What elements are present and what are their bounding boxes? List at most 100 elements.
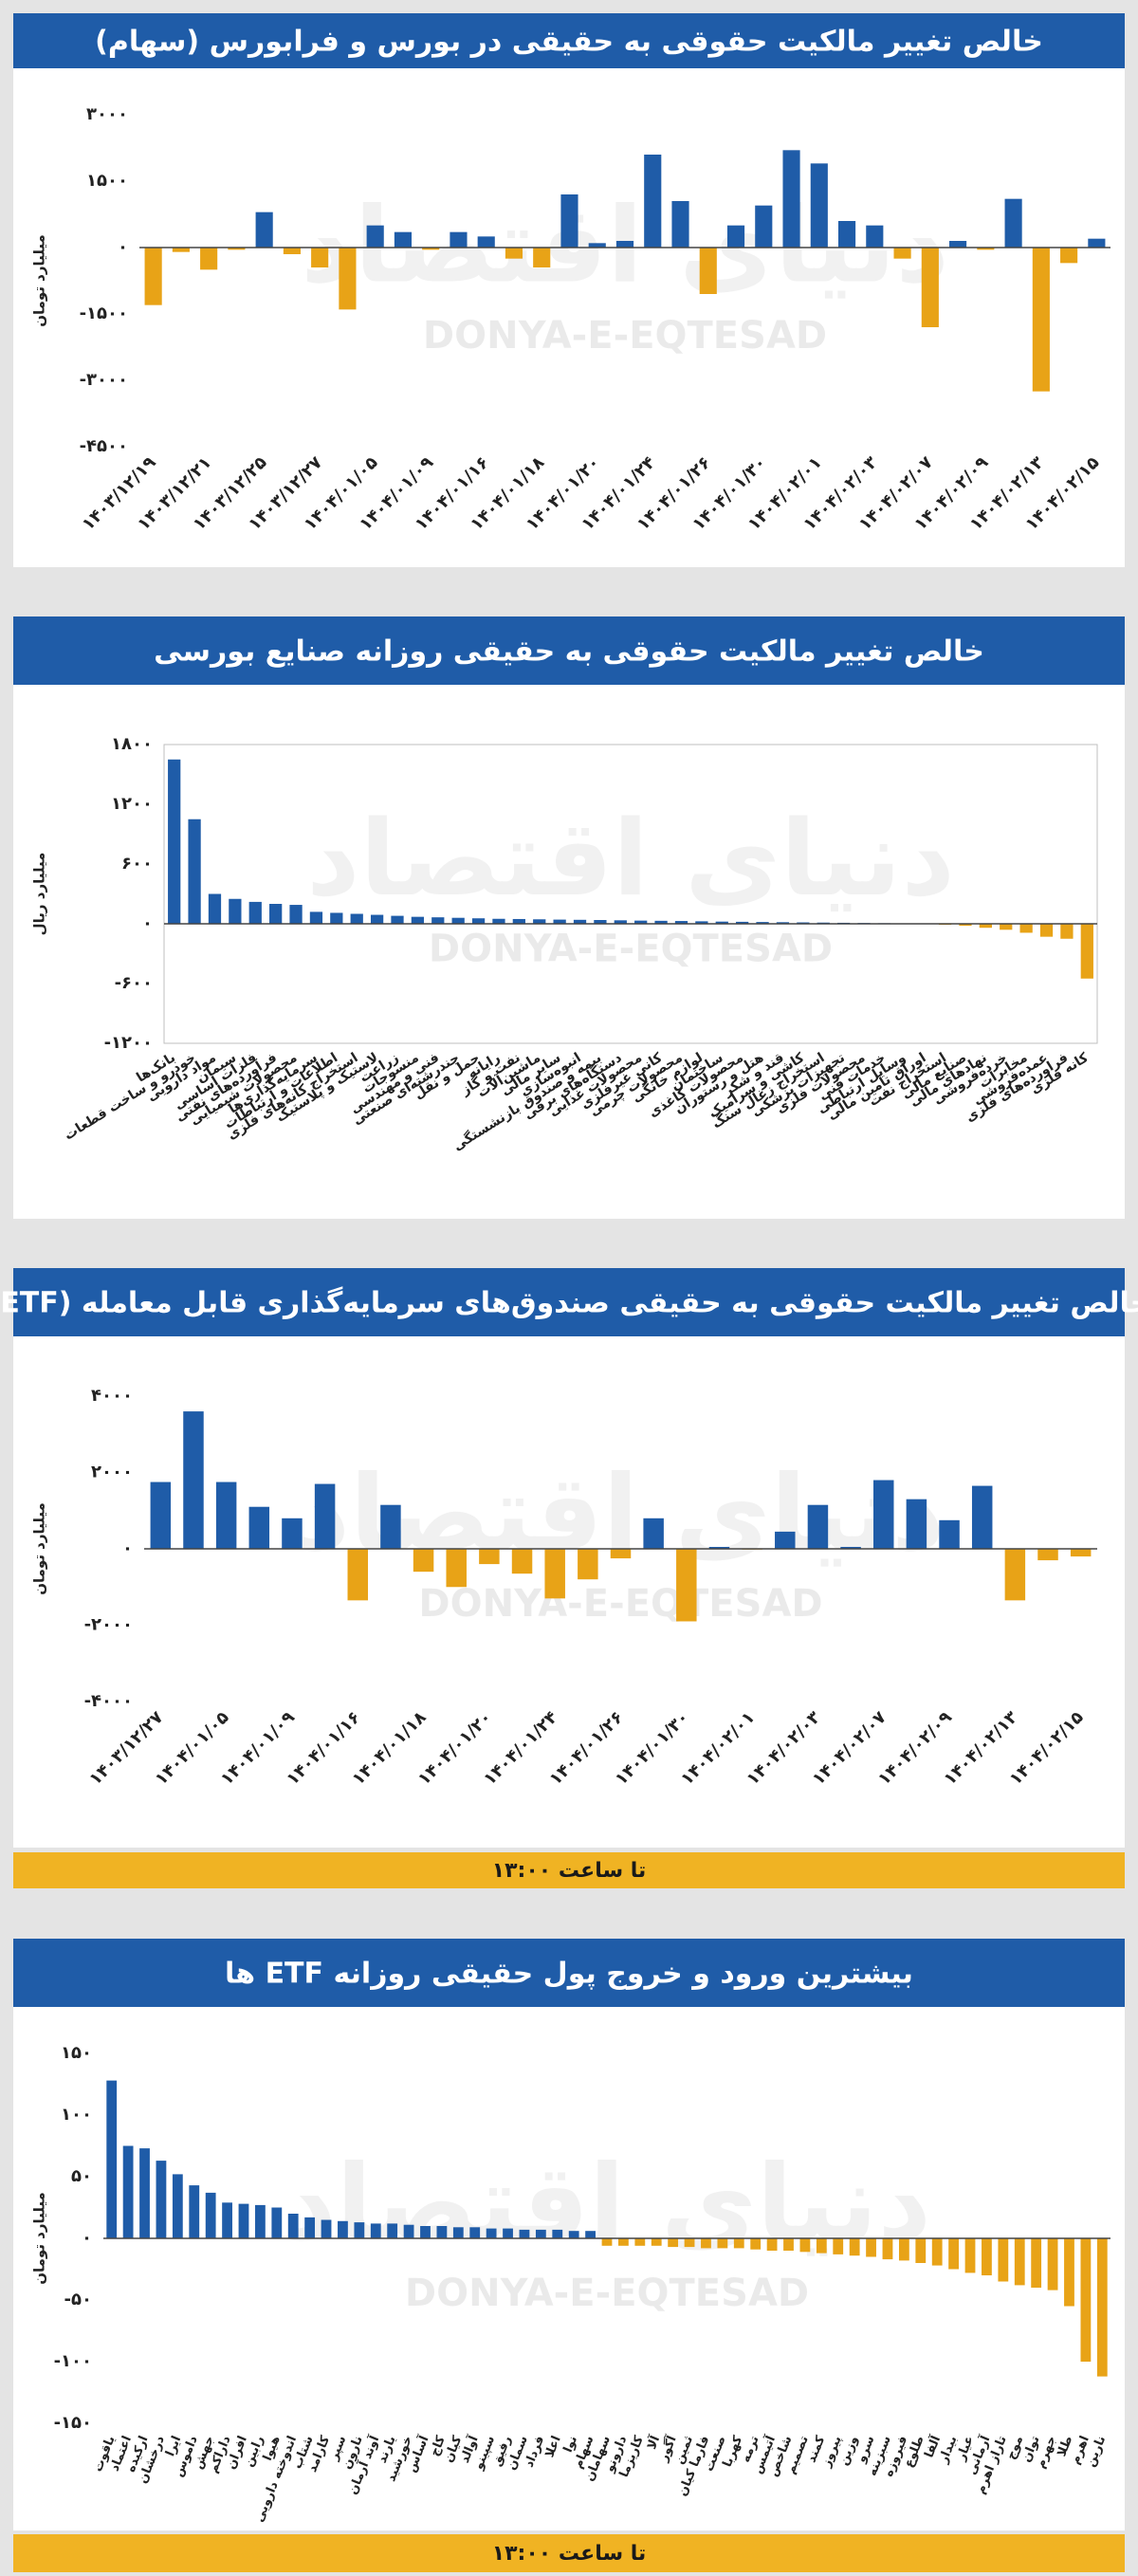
header-bar bbox=[13, 13, 1125, 68]
y-tick-label: ۳۰۰۰ bbox=[86, 104, 128, 124]
watermark-en: DONYA-E-EQTESAD bbox=[429, 928, 833, 971]
bar bbox=[684, 2238, 695, 2248]
y-tick-label: ۰ bbox=[82, 2228, 92, 2248]
bar bbox=[314, 1483, 336, 1549]
footnote-bar bbox=[13, 1852, 1125, 1888]
bar bbox=[610, 1549, 632, 1559]
bar bbox=[588, 243, 606, 248]
bar bbox=[486, 2228, 497, 2238]
bar bbox=[370, 914, 384, 924]
y-axis-label: میلیارد تومان bbox=[31, 2192, 48, 2285]
chart-title: خالص تغییر مالکیت حقوقی به حقیقی روزانه … bbox=[154, 635, 984, 669]
bar bbox=[168, 759, 181, 924]
bar bbox=[1037, 1549, 1058, 1561]
bar bbox=[715, 921, 728, 924]
bar bbox=[643, 1518, 664, 1549]
bar bbox=[208, 893, 222, 924]
bar bbox=[156, 2161, 167, 2238]
bar bbox=[391, 915, 404, 924]
chart-panel bbox=[13, 2007, 1125, 2530]
bar bbox=[915, 2238, 927, 2263]
bar bbox=[979, 924, 992, 929]
y-tick-label: ۲۰۰۰ bbox=[91, 1463, 133, 1482]
bar bbox=[837, 221, 856, 248]
y-tick-label: ۱۰۰ bbox=[61, 2105, 92, 2125]
bar bbox=[254, 2204, 266, 2238]
bar bbox=[533, 248, 551, 267]
bar bbox=[782, 150, 800, 248]
bar bbox=[450, 231, 468, 248]
y-tick-label: -۴۵۰۰ bbox=[80, 436, 128, 456]
bar bbox=[533, 919, 546, 924]
y-tick-label: -۱۰۰ bbox=[54, 2351, 92, 2371]
bar bbox=[380, 1504, 401, 1549]
bar bbox=[1080, 2238, 1092, 2362]
bar bbox=[931, 2238, 943, 2266]
bar bbox=[1060, 924, 1074, 939]
y-tick-label: -۴۰۰۰ bbox=[84, 1691, 133, 1711]
bar bbox=[347, 1549, 369, 1601]
bar bbox=[560, 194, 578, 248]
footnote: تا ساعت ۱۳:۰۰ bbox=[492, 1859, 647, 1883]
footnote-bar bbox=[13, 2534, 1125, 2572]
bar bbox=[699, 248, 717, 294]
bar bbox=[238, 2203, 249, 2238]
bar bbox=[810, 163, 828, 248]
y-tick-label: ۵۰ bbox=[71, 2166, 92, 2186]
bar bbox=[959, 924, 972, 927]
bar bbox=[898, 2238, 909, 2261]
x-tick-label: نوا bbox=[561, 2434, 580, 2455]
bar bbox=[1014, 2238, 1025, 2286]
bar bbox=[601, 2238, 613, 2246]
bar bbox=[287, 2214, 299, 2238]
bar bbox=[411, 916, 425, 924]
bar bbox=[215, 1481, 237, 1549]
header-bar bbox=[13, 1268, 1125, 1336]
bar bbox=[1047, 2238, 1058, 2291]
bar bbox=[756, 922, 769, 924]
bar bbox=[282, 1518, 303, 1549]
bar bbox=[503, 2228, 513, 2238]
plot-frame bbox=[163, 744, 1098, 1044]
bar bbox=[840, 1546, 861, 1549]
bar bbox=[644, 155, 662, 248]
bar bbox=[436, 2226, 448, 2238]
bar bbox=[833, 2238, 844, 2254]
bar bbox=[403, 2224, 414, 2238]
y-tick-label: -۶۰۰ bbox=[115, 973, 153, 993]
y-tick-label: -۱۵۰۰ bbox=[80, 304, 128, 323]
y-axis-label: میلیارد تومان bbox=[31, 234, 48, 327]
bar bbox=[717, 2238, 728, 2249]
bar bbox=[309, 911, 323, 924]
bar bbox=[228, 248, 246, 250]
bar bbox=[674, 921, 688, 924]
bar bbox=[535, 2229, 546, 2238]
y-axis-label: میلیارد ریال bbox=[31, 853, 48, 936]
bar bbox=[755, 205, 773, 248]
bar bbox=[906, 1499, 927, 1549]
bar bbox=[882, 2238, 893, 2260]
bar bbox=[921, 248, 939, 327]
bar bbox=[469, 2227, 481, 2238]
bar bbox=[1031, 2238, 1042, 2288]
bar bbox=[354, 2222, 365, 2238]
bar bbox=[189, 2185, 200, 2238]
chart-title: خالص تغییر مالکیت حقوقی به حقیقی در بورس… bbox=[95, 26, 1043, 59]
bar bbox=[222, 2202, 232, 2238]
bar bbox=[183, 1411, 204, 1549]
y-tick-label: ۱۵۰ bbox=[61, 2043, 92, 2063]
bar bbox=[229, 898, 242, 924]
bar bbox=[269, 904, 283, 924]
bar bbox=[1019, 924, 1033, 933]
bar bbox=[816, 2238, 827, 2254]
y-tick-label: -۱۵۰ bbox=[54, 2413, 92, 2433]
bar bbox=[422, 248, 440, 250]
y-tick-label: ۰ bbox=[142, 913, 153, 933]
bar bbox=[949, 241, 967, 248]
bar bbox=[634, 920, 648, 924]
bar bbox=[477, 236, 495, 248]
bar bbox=[977, 248, 995, 250]
bar bbox=[998, 2238, 1009, 2282]
